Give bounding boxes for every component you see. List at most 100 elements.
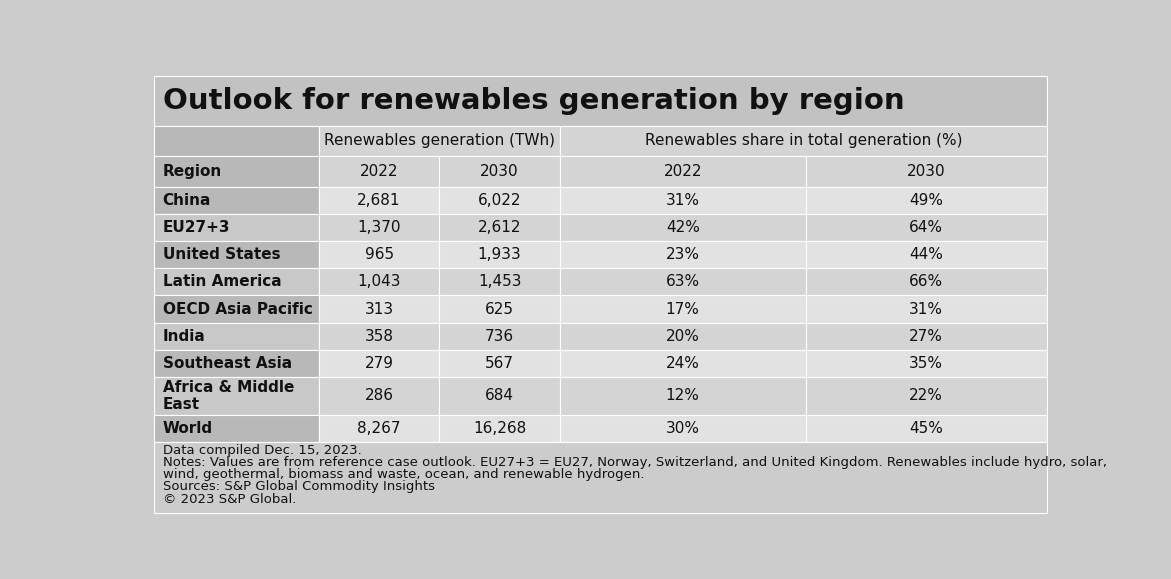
Bar	[806, 156, 1047, 188]
Bar	[319, 295, 439, 323]
Bar	[439, 241, 560, 269]
Bar	[806, 295, 1047, 323]
Bar	[560, 269, 806, 295]
Bar	[319, 126, 560, 156]
Bar	[153, 126, 319, 156]
Text: 279: 279	[364, 356, 393, 371]
Text: 625: 625	[485, 302, 514, 317]
Text: 23%: 23%	[666, 247, 700, 262]
Text: OECD Asia Pacific: OECD Asia Pacific	[163, 302, 313, 317]
Bar	[439, 295, 560, 323]
Bar	[806, 269, 1047, 295]
Text: wind, geothermal, biomass and waste, ocean, and renewable hydrogen.: wind, geothermal, biomass and waste, oce…	[163, 468, 644, 481]
Bar	[153, 269, 319, 295]
Text: United States: United States	[163, 247, 280, 262]
Bar	[319, 376, 439, 415]
Bar	[439, 350, 560, 376]
Bar	[560, 415, 806, 442]
Text: 63%: 63%	[665, 274, 700, 290]
Text: 20%: 20%	[666, 328, 700, 343]
Bar	[560, 126, 1047, 156]
Text: 6,022: 6,022	[478, 193, 521, 208]
Text: 965: 965	[364, 247, 393, 262]
Text: China: China	[163, 193, 211, 208]
Bar	[153, 188, 319, 214]
Text: World: World	[163, 422, 213, 436]
Text: 16,268: 16,268	[473, 422, 526, 436]
Text: 66%: 66%	[909, 274, 943, 290]
Text: Data compiled Dec. 15, 2023.: Data compiled Dec. 15, 2023.	[163, 444, 362, 457]
Bar	[153, 350, 319, 376]
Bar	[806, 214, 1047, 241]
Text: © 2023 S&P Global.: © 2023 S&P Global.	[163, 493, 296, 505]
Text: Outlook for renewables generation by region: Outlook for renewables generation by reg…	[163, 87, 904, 115]
Text: 567: 567	[485, 356, 514, 371]
Bar	[439, 415, 560, 442]
Bar	[439, 269, 560, 295]
Text: 1,933: 1,933	[478, 247, 521, 262]
Text: 736: 736	[485, 328, 514, 343]
Text: 49%: 49%	[909, 193, 943, 208]
Bar	[560, 188, 806, 214]
Bar	[319, 188, 439, 214]
Text: 27%: 27%	[909, 328, 943, 343]
Text: 22%: 22%	[909, 389, 943, 404]
Text: India: India	[163, 328, 205, 343]
Text: Latin America: Latin America	[163, 274, 281, 290]
Bar	[319, 214, 439, 241]
Text: Region: Region	[163, 164, 222, 179]
Bar	[153, 323, 319, 350]
Bar	[153, 241, 319, 269]
Text: 2030: 2030	[480, 164, 519, 179]
Bar	[153, 295, 319, 323]
Text: Africa & Middle
East: Africa & Middle East	[163, 380, 294, 412]
Bar	[319, 269, 439, 295]
Text: 1,453: 1,453	[478, 274, 521, 290]
Bar	[806, 323, 1047, 350]
Bar	[319, 323, 439, 350]
Text: 684: 684	[485, 389, 514, 404]
Bar	[560, 323, 806, 350]
Bar	[319, 156, 439, 188]
Text: 2030: 2030	[906, 164, 945, 179]
Text: 30%: 30%	[666, 422, 700, 436]
Text: 45%: 45%	[909, 422, 943, 436]
Text: 2,681: 2,681	[357, 193, 400, 208]
Text: 35%: 35%	[909, 356, 943, 371]
Bar	[153, 442, 1047, 513]
Bar	[439, 376, 560, 415]
Bar	[439, 156, 560, 188]
Bar	[153, 376, 319, 415]
Bar	[806, 415, 1047, 442]
Bar	[439, 214, 560, 241]
Text: 2022: 2022	[664, 164, 701, 179]
Bar	[806, 350, 1047, 376]
Text: 313: 313	[364, 302, 393, 317]
Bar	[560, 376, 806, 415]
Bar	[153, 156, 319, 188]
Bar	[806, 376, 1047, 415]
Bar	[806, 241, 1047, 269]
Bar	[560, 350, 806, 376]
Text: 12%: 12%	[666, 389, 700, 404]
Bar	[319, 350, 439, 376]
Text: 2,612: 2,612	[478, 221, 521, 236]
Text: Renewables share in total generation (%): Renewables share in total generation (%)	[644, 134, 963, 148]
Bar	[560, 214, 806, 241]
Text: Notes: Values are from reference case outlook. EU27+3 = EU27, Norway, Switzerlan: Notes: Values are from reference case ou…	[163, 456, 1107, 469]
Text: Southeast Asia: Southeast Asia	[163, 356, 292, 371]
Text: Renewables generation (TWh): Renewables generation (TWh)	[324, 134, 555, 148]
Text: 31%: 31%	[909, 302, 943, 317]
Text: 358: 358	[364, 328, 393, 343]
Text: 42%: 42%	[666, 221, 700, 236]
Text: 1,370: 1,370	[357, 221, 400, 236]
Text: 8,267: 8,267	[357, 422, 400, 436]
Text: 24%: 24%	[666, 356, 700, 371]
Bar	[560, 295, 806, 323]
Bar	[153, 76, 1047, 126]
Text: 2022: 2022	[359, 164, 398, 179]
Bar	[560, 241, 806, 269]
Text: 1,043: 1,043	[357, 274, 400, 290]
Bar	[806, 188, 1047, 214]
Bar	[319, 415, 439, 442]
